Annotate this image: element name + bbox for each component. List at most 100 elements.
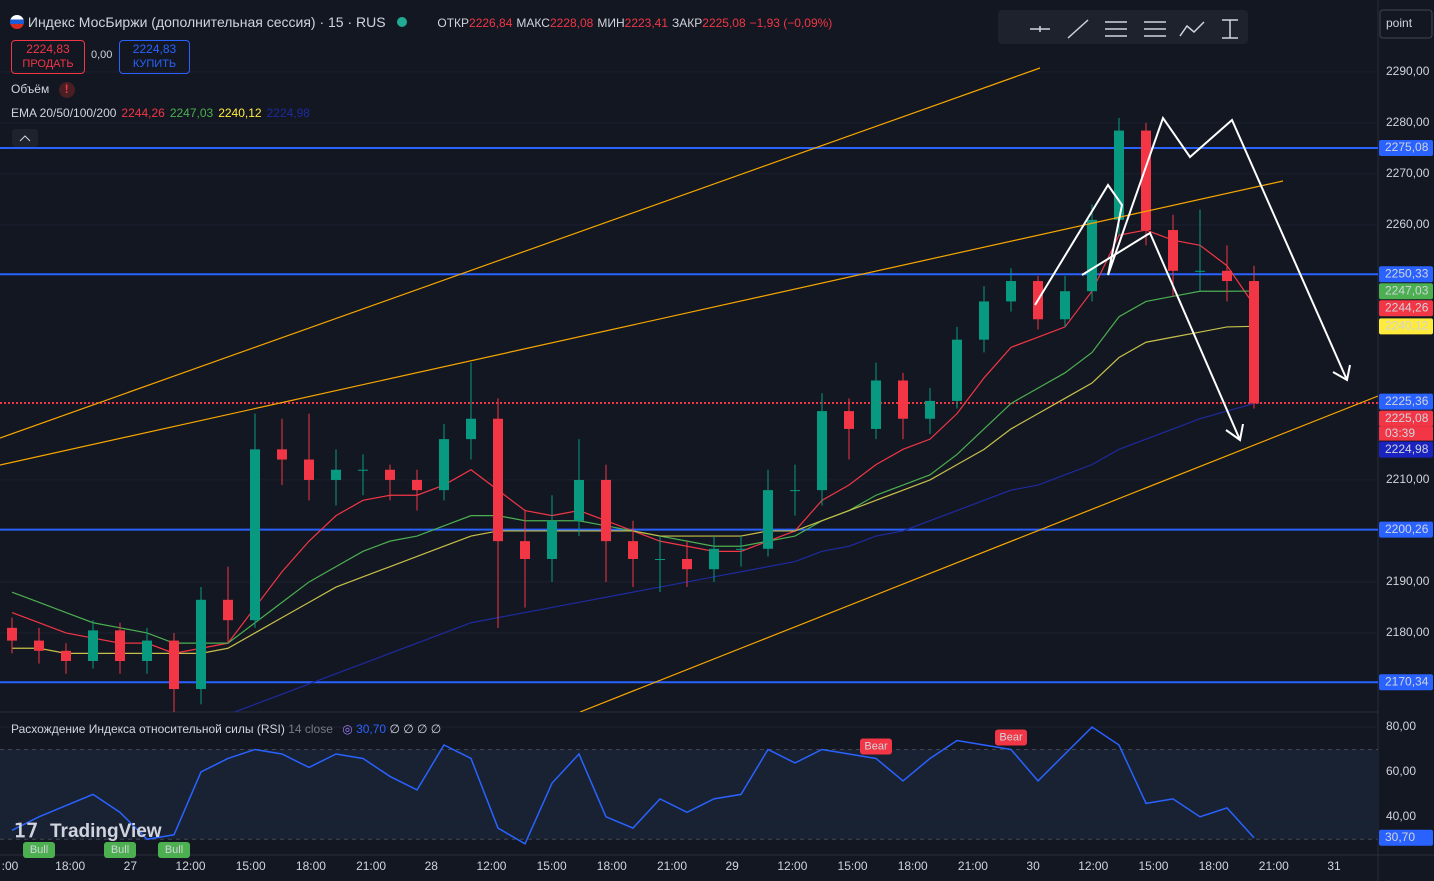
candle-body bbox=[682, 558, 692, 570]
buy-label: КУПИТЬ bbox=[132, 58, 177, 70]
change: −1,93 (−0,09%) bbox=[749, 16, 833, 30]
rsi-band bbox=[0, 749, 1378, 840]
buy-button[interactable]: 2224,83 КУПИТЬ bbox=[119, 40, 190, 74]
rsi-value: 30,70 bbox=[356, 722, 387, 736]
candle-body bbox=[844, 411, 854, 429]
price-marker-label: 2170,34 bbox=[1385, 674, 1429, 688]
candle-body bbox=[1141, 130, 1151, 231]
candle-body bbox=[574, 479, 584, 521]
y-tick-label: 40,00 bbox=[1386, 809, 1416, 823]
ema-value: 2244,26 bbox=[121, 106, 165, 120]
candle-body bbox=[1195, 270, 1205, 272]
x-tick-label: 12:00 bbox=[176, 859, 206, 873]
countdown-bg bbox=[1379, 426, 1433, 441]
candle-body bbox=[169, 640, 179, 690]
y-tick-label: 2280,00 bbox=[1386, 115, 1430, 129]
price-marker-label: 2225,36 bbox=[1385, 394, 1429, 408]
x-tick-label: 28 bbox=[425, 859, 439, 873]
x-tick-label: 21:00 bbox=[356, 859, 386, 873]
tool-icon[interactable] bbox=[1144, 21, 1166, 37]
candle-body bbox=[520, 541, 530, 559]
candle-body bbox=[1006, 281, 1016, 302]
collapse-icon bbox=[19, 135, 31, 142]
price-marker bbox=[1379, 410, 1433, 427]
candle-body bbox=[412, 479, 422, 491]
sell-button[interactable]: 2224,83 ПРОДАТЬ bbox=[11, 40, 85, 74]
x-tick-label: 18:00 bbox=[898, 859, 928, 873]
projection-arrow bbox=[1081, 231, 1244, 442]
countdown: 03:39 bbox=[1385, 426, 1415, 440]
x-tick-label: 15:00 bbox=[236, 859, 266, 873]
x-tick-label: 18:00 bbox=[597, 859, 627, 873]
x-tick-label: 31 bbox=[1327, 859, 1341, 873]
candle-body bbox=[439, 439, 449, 491]
ohlc-value: 2223,41 bbox=[624, 16, 669, 30]
x-tick-label: 15:00 bbox=[1138, 859, 1168, 873]
price-marker bbox=[1379, 521, 1433, 538]
candle-body bbox=[250, 449, 260, 621]
candle-body bbox=[88, 630, 98, 661]
x-tick-label: 18:00 bbox=[1199, 859, 1229, 873]
signal-label: Bull bbox=[111, 844, 129, 856]
x-tick-label: 15:00 bbox=[537, 859, 567, 873]
price-marker bbox=[1379, 318, 1433, 335]
candle-body bbox=[709, 548, 719, 570]
trendline bbox=[579, 395, 1378, 712]
title-bar: Индекс МосБиржи (дополнительная сессия) … bbox=[10, 14, 832, 30]
candle-body bbox=[7, 627, 17, 641]
tool-icon[interactable] bbox=[1179, 21, 1205, 37]
price-marker-label: 2275,08 bbox=[1385, 140, 1429, 154]
y-tick-label: 2270,00 bbox=[1386, 166, 1430, 180]
tool-icon[interactable] bbox=[1067, 19, 1089, 39]
ohlc-name: МАКС bbox=[516, 16, 550, 30]
candle-body bbox=[493, 418, 503, 542]
ema-value: 2247,03 bbox=[169, 106, 214, 120]
volume-label: Объём bbox=[11, 82, 50, 96]
flag bbox=[10, 15, 24, 29]
candle-body bbox=[1249, 281, 1259, 404]
x-tick-label: 30 bbox=[1026, 859, 1040, 873]
y-tick-label: 2210,00 bbox=[1386, 472, 1430, 486]
candle-body bbox=[925, 400, 935, 419]
trendline bbox=[0, 67, 1041, 439]
candle-body bbox=[358, 469, 368, 471]
ohlc-name: МИН bbox=[597, 16, 625, 30]
symbol-title: Индекс МосБиржи (дополнительная сессия) … bbox=[27, 14, 386, 30]
x-tick-label: 21:00 bbox=[657, 859, 687, 873]
signal-label: Bear bbox=[864, 740, 888, 752]
spread: 0,00 bbox=[91, 49, 113, 61]
drawing-toolbar[interactable] bbox=[998, 10, 1248, 44]
candle-body bbox=[790, 490, 800, 492]
rsi-icon: ◎ bbox=[342, 722, 353, 736]
y-tick-label: 2260,00 bbox=[1386, 217, 1430, 231]
buy-price: 2224,83 bbox=[132, 42, 177, 56]
ohlc-value: 2226,84 bbox=[469, 16, 513, 30]
rsi-label: Расхождение Индекса относительной силы (… bbox=[11, 722, 285, 736]
candle-body bbox=[1087, 219, 1097, 292]
tool-icon[interactable] bbox=[1222, 19, 1238, 39]
signal-badge bbox=[23, 842, 55, 858]
tool-icon[interactable] bbox=[1030, 26, 1050, 32]
ohlc-value: 2225,08 bbox=[702, 16, 746, 30]
price-marker-label: 2240,12 bbox=[1385, 318, 1429, 332]
candle-body bbox=[817, 411, 827, 491]
collapse-button[interactable] bbox=[12, 129, 38, 147]
price-marker-label: 2247,03 bbox=[1385, 283, 1429, 297]
symbol-menu-label: point bbox=[1386, 16, 1413, 30]
ema-value: 2224,98 bbox=[266, 106, 310, 120]
candle-body bbox=[196, 599, 206, 690]
candle-body bbox=[277, 449, 287, 460]
price-marker bbox=[1379, 266, 1433, 283]
candle-body bbox=[223, 599, 233, 621]
x-tick-label: 18:00 bbox=[296, 859, 326, 873]
price-marker bbox=[1379, 283, 1433, 300]
sell-label: ПРОДАТЬ bbox=[22, 58, 74, 70]
candle-body bbox=[1114, 130, 1124, 220]
tool-icon[interactable] bbox=[1105, 21, 1127, 37]
candle-body bbox=[547, 520, 557, 559]
price-marker bbox=[1379, 393, 1433, 410]
price-marker-label: 2225,08 bbox=[1385, 411, 1429, 425]
symbol-menu[interactable] bbox=[1379, 9, 1433, 39]
